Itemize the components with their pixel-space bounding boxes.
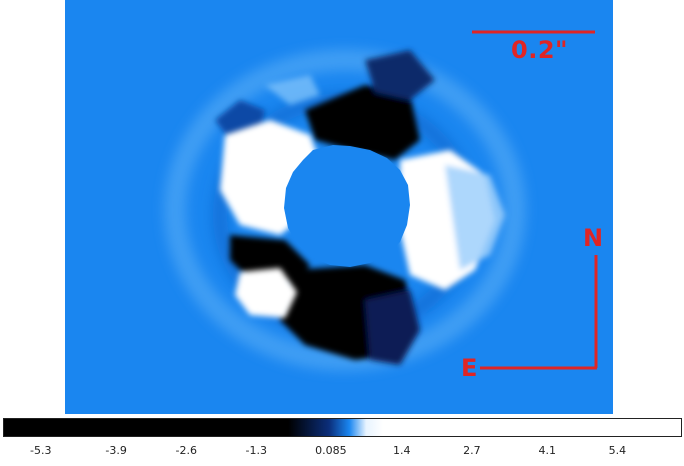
residual-image-graphic <box>164 49 526 371</box>
coronagraph-mask <box>284 145 410 267</box>
colorbar-tick-labels: -5.3 -3.9 -2.6 -1.3 0.085 1.4 2.7 4.1 5.4 <box>0 444 684 462</box>
scale-bar-label: 0.2" <box>511 36 569 64</box>
residual-image: 0.2" N E <box>65 0 613 414</box>
colorbar-tick-label: -3.9 <box>105 444 127 457</box>
east-label: E <box>461 354 478 382</box>
colorbar-tick-label: -2.6 <box>175 444 197 457</box>
colorbar-tick-label: 4.1 <box>538 444 557 457</box>
colorbar-gradient <box>4 419 681 436</box>
colorbar-tick-label: -5.3 <box>29 444 52 457</box>
colorbar-tick-label: 1.4 <box>393 444 411 457</box>
colorbar-tick-label: 5.4 <box>608 444 627 457</box>
colorbar-tick-label: -1.3 <box>245 444 267 457</box>
bright-residual-lobes <box>220 75 505 318</box>
colorbar-tick-label: 2.7 <box>463 444 481 457</box>
colorbar <box>3 418 682 437</box>
colorbar-tick-label: 0.085 <box>315 444 347 457</box>
north-label: N <box>583 224 604 252</box>
